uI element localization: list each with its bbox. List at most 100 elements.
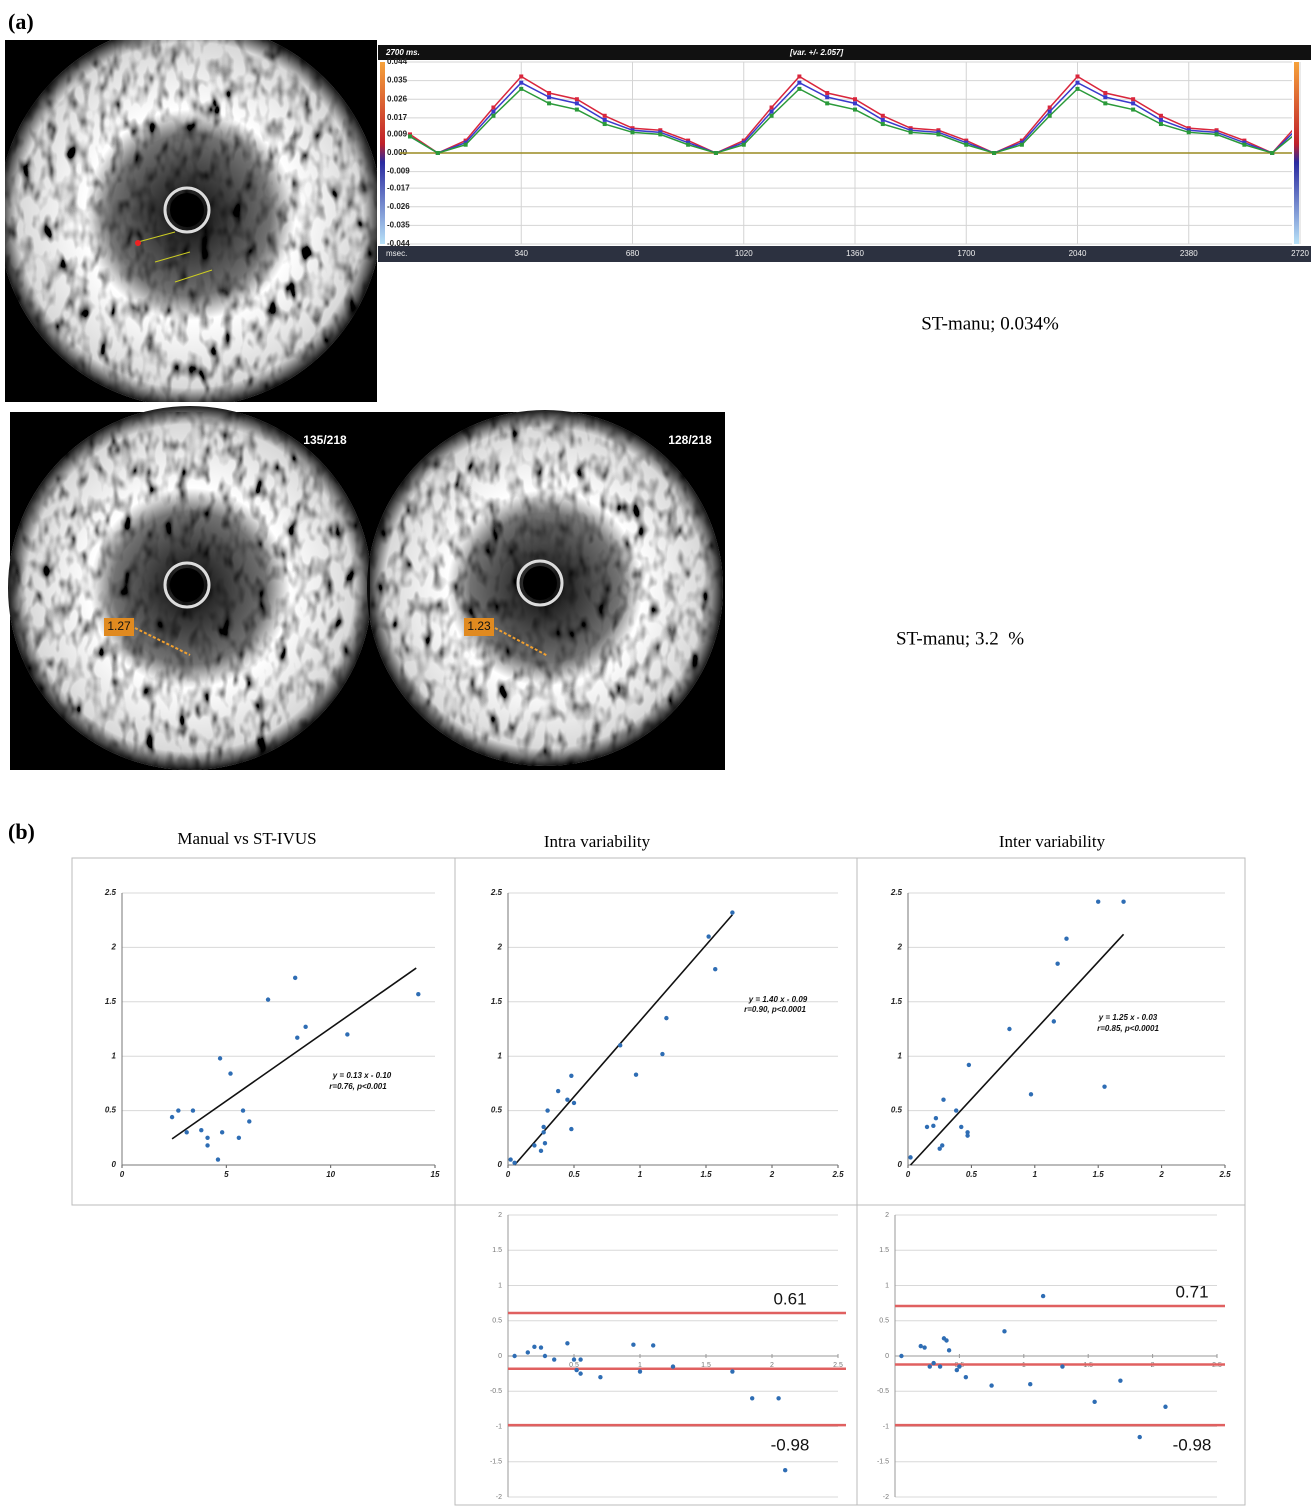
- measure-box: [464, 618, 494, 636]
- data-point: [1118, 1378, 1123, 1383]
- annotation: [var. +/- 2.057]: [789, 48, 843, 57]
- panel-frame: [454, 857, 858, 1206]
- data-point: [408, 132, 412, 137]
- data-point: [637, 1369, 643, 1374]
- data-point: [1214, 128, 1219, 133]
- x-tick-label: 1.5: [1093, 1170, 1105, 1179]
- data-point: [922, 1345, 927, 1350]
- data-point: [295, 1035, 300, 1040]
- data-point: [532, 1344, 537, 1350]
- data-point: [730, 910, 735, 915]
- x-tick-label: 2380: [1180, 249, 1198, 258]
- x-tick-label: 0: [120, 1170, 125, 1179]
- data-point: [555, 1088, 561, 1094]
- panel-label: (b): [8, 819, 35, 844]
- data-point: [1158, 113, 1163, 118]
- data-point: [936, 130, 941, 135]
- x-tick-label: 0.5: [568, 1170, 580, 1179]
- y-tick-label: 1.5: [879, 1247, 889, 1254]
- data-point: [552, 1357, 557, 1362]
- measure-label: 1.23: [467, 619, 491, 633]
- y-tick-label: 0: [898, 1160, 903, 1169]
- x-tick-label: 340: [515, 249, 529, 258]
- data-point: [547, 101, 552, 106]
- data-point: [1051, 1019, 1057, 1024]
- data-point: [936, 128, 941, 133]
- colorbar: [380, 62, 385, 244]
- y-tick-label: -1.5: [877, 1459, 889, 1466]
- x-tick-label: 1: [638, 1362, 642, 1369]
- data-point: [927, 1364, 932, 1369]
- data-point: [217, 1056, 223, 1061]
- x-tick-label: 2040: [1069, 249, 1087, 258]
- data-point: [541, 1130, 546, 1135]
- y-tick-label: 2: [111, 943, 117, 952]
- data-point: [435, 151, 440, 155]
- data-point: [825, 101, 830, 106]
- y-tick-label: 1: [112, 1051, 117, 1060]
- data-point: [776, 1396, 781, 1401]
- ivus-image: [5, 40, 377, 402]
- data-point: [205, 1143, 210, 1148]
- data-point: [825, 91, 830, 96]
- data-point: [713, 151, 718, 155]
- data-point: [965, 1133, 970, 1138]
- annotation: y = 0.13 x - 0.10: [332, 1071, 392, 1080]
- data-point: [1137, 1434, 1142, 1440]
- y-tick-label: 0.5: [891, 1106, 903, 1115]
- data-point: [686, 138, 691, 143]
- data-point: [1055, 961, 1060, 966]
- data-point: [574, 97, 579, 102]
- data-point: [741, 138, 746, 143]
- data-point: [880, 122, 885, 127]
- y-tick-label: 1.5: [105, 997, 117, 1006]
- data-point: [491, 109, 496, 114]
- x-tick-label: 2.5: [1218, 1170, 1231, 1179]
- x-tick-label: 0: [906, 1170, 911, 1179]
- trace-footer: [378, 246, 1311, 262]
- data-point: [741, 140, 746, 145]
- data-point: [959, 1124, 964, 1130]
- y-tick-label: 0.5: [491, 1106, 503, 1115]
- data-point: [964, 140, 969, 145]
- y-tick-label: 0: [498, 1160, 503, 1169]
- data-point: [880, 113, 885, 118]
- measure-label: 1.27: [107, 619, 131, 633]
- data-point: [660, 1051, 665, 1057]
- chart-title: Intra variability: [544, 832, 651, 851]
- data-point: [797, 80, 802, 85]
- data-point: [1103, 95, 1108, 100]
- data-point: [946, 1348, 952, 1353]
- x-axis-label: msec.: [386, 249, 407, 258]
- data-point: [825, 95, 830, 100]
- data-point: [571, 1100, 577, 1106]
- data-point: [578, 1357, 583, 1362]
- data-point: [532, 1143, 537, 1148]
- y-tick-label: 0.009: [387, 129, 408, 138]
- data-point: [1131, 107, 1136, 112]
- y-tick-label: 2.5: [490, 888, 503, 897]
- data-point: [1186, 126, 1191, 131]
- data-point: [1158, 117, 1163, 122]
- y-tick-label: 0: [885, 1353, 889, 1360]
- data-point: [1019, 140, 1024, 145]
- data-point: [963, 1374, 969, 1380]
- data-point: [1064, 936, 1069, 941]
- y-tick-label: 1: [498, 1282, 502, 1289]
- data-point: [954, 1367, 960, 1373]
- data-point: [1019, 138, 1024, 143]
- y-tick-label: 2.5: [104, 888, 117, 897]
- data-point: [236, 1135, 242, 1141]
- data-point: [931, 1123, 936, 1129]
- data-point: [574, 107, 579, 112]
- data-point: [176, 1108, 181, 1113]
- y-tick-label: -0.5: [877, 1388, 889, 1395]
- data-point: [940, 1143, 945, 1148]
- annotation: y = 1.25 x - 0.03: [1098, 1013, 1158, 1022]
- data-point: [966, 1062, 972, 1068]
- data-point: [769, 105, 774, 110]
- x-tick-label: 1: [1033, 1170, 1038, 1179]
- data-point: [408, 134, 412, 139]
- x-tick-label: 1020: [735, 249, 753, 258]
- data-point: [1019, 142, 1024, 147]
